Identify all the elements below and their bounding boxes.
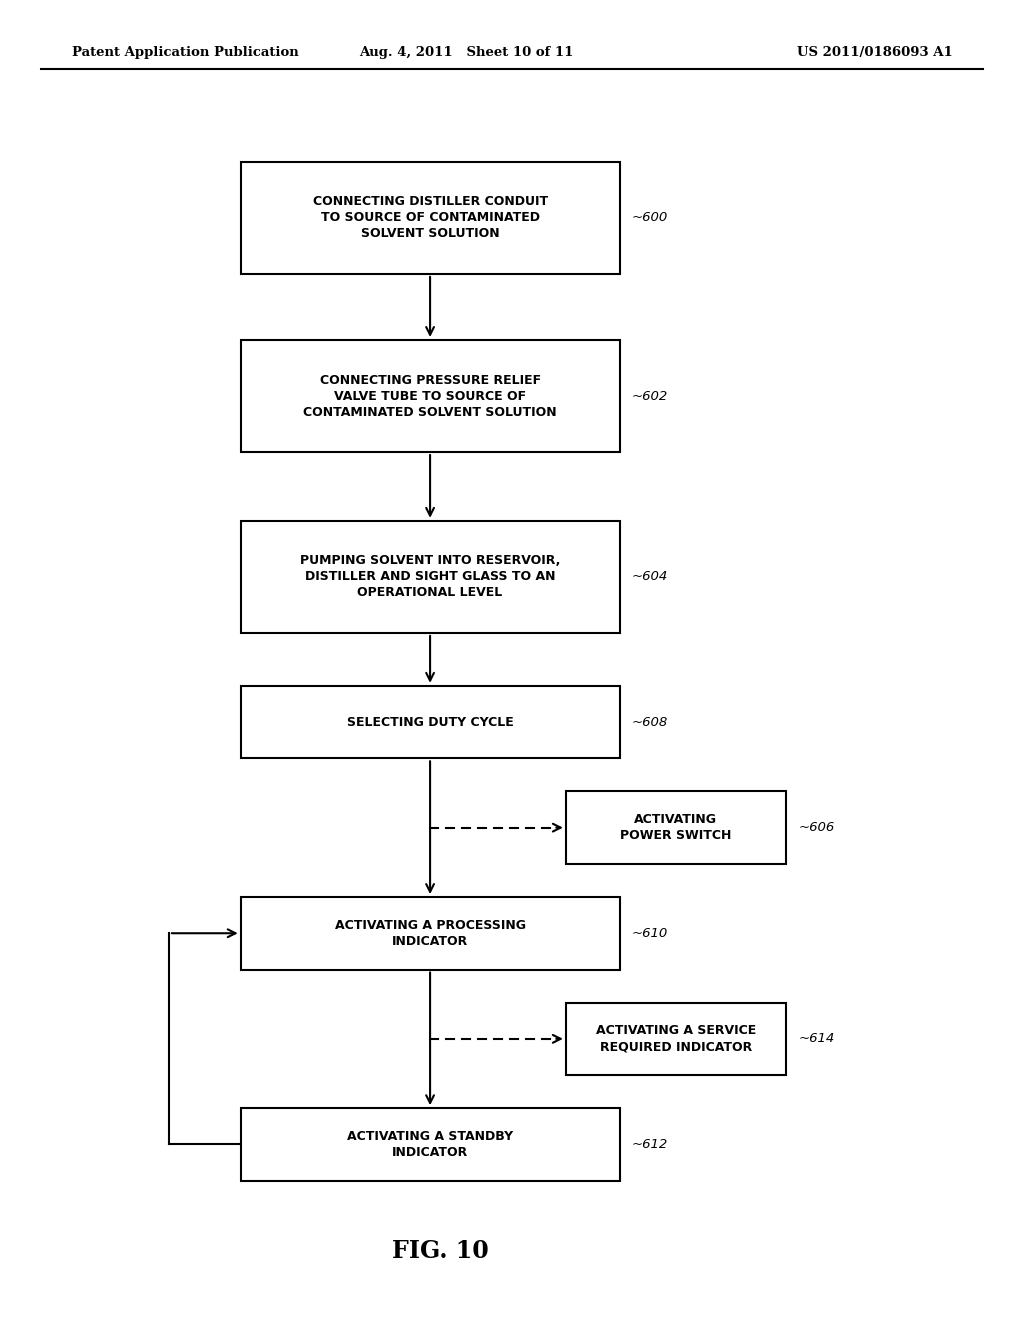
Text: US 2011/0186093 A1: US 2011/0186093 A1 [797,46,952,59]
Bar [241,521,620,634]
Text: ~614: ~614 [799,1032,835,1045]
Bar [241,162,620,275]
Bar [565,1003,786,1074]
Text: ~608: ~608 [632,715,668,729]
Text: CONNECTING PRESSURE RELIEF
VALVE TUBE TO SOURCE OF
CONTAMINATED SOLVENT SOLUTION: CONNECTING PRESSURE RELIEF VALVE TUBE TO… [303,374,557,418]
Text: ~612: ~612 [632,1138,668,1151]
Text: PUMPING SOLVENT INTO RESERVOIR,
DISTILLER AND SIGHT GLASS TO AN
OPERATIONAL LEVE: PUMPING SOLVENT INTO RESERVOIR, DISTILLE… [300,554,560,599]
Text: Aug. 4, 2011   Sheet 10 of 11: Aug. 4, 2011 Sheet 10 of 11 [358,46,573,59]
Text: ~606: ~606 [799,821,835,834]
Bar [241,1109,620,1180]
Text: ~602: ~602 [632,389,668,403]
Text: ACTIVATING A PROCESSING
INDICATOR: ACTIVATING A PROCESSING INDICATOR [335,919,525,948]
Text: ACTIVATING A STANDBY
INDICATOR: ACTIVATING A STANDBY INDICATOR [347,1130,513,1159]
Bar [241,898,620,969]
Bar [565,792,786,865]
Text: Patent Application Publication: Patent Application Publication [72,46,298,59]
Text: CONNECTING DISTILLER CONDUIT
TO SOURCE OF CONTAMINATED
SOLVENT SOLUTION: CONNECTING DISTILLER CONDUIT TO SOURCE O… [312,195,548,240]
Bar [241,686,620,758]
Bar [241,341,620,451]
Text: SELECTING DUTY CYCLE: SELECTING DUTY CYCLE [347,715,513,729]
Text: ACTIVATING A SERVICE
REQUIRED INDICATOR: ACTIVATING A SERVICE REQUIRED INDICATOR [596,1024,756,1053]
Text: FIG. 10: FIG. 10 [392,1239,488,1263]
Text: ~610: ~610 [632,927,668,940]
Text: ~600: ~600 [632,211,668,224]
Text: ~604: ~604 [632,570,668,583]
Text: ACTIVATING
POWER SWITCH: ACTIVATING POWER SWITCH [621,813,731,842]
